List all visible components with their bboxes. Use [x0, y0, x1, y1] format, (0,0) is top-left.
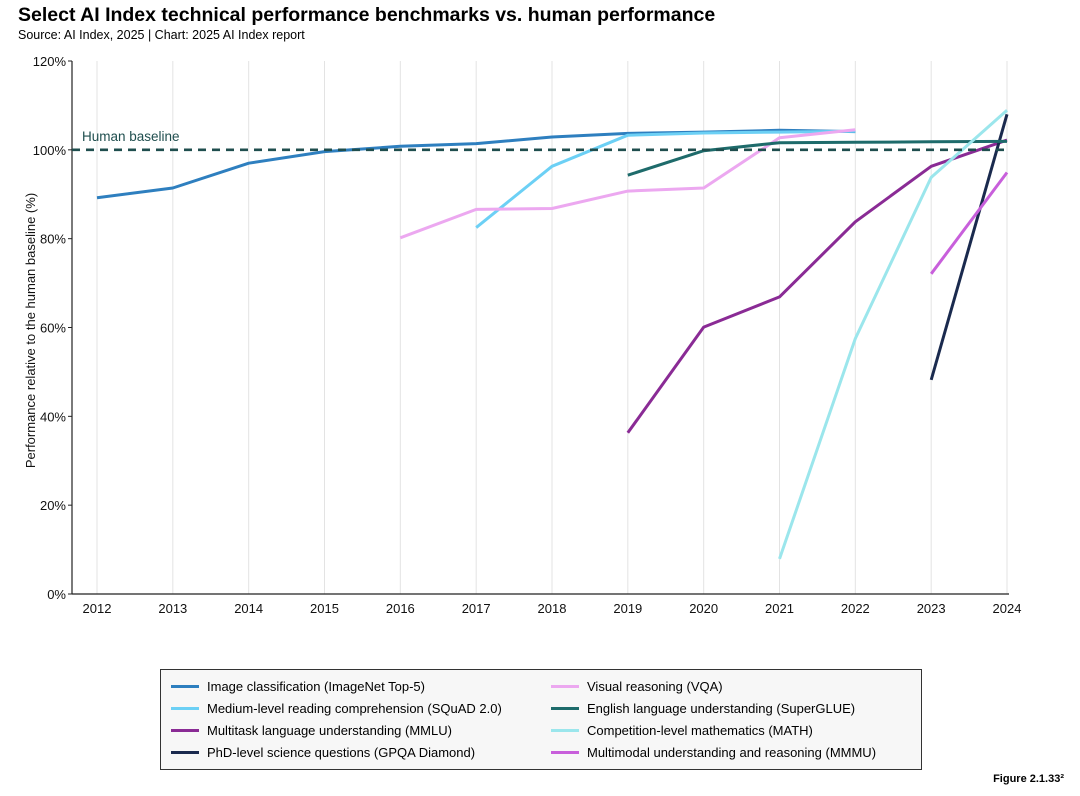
x-tick-label: 2015 [310, 601, 339, 616]
x-tick-label: 2022 [841, 601, 870, 616]
y-tick-label: 100% [33, 143, 67, 158]
series-line [627, 139, 1008, 177]
legend-swatch [551, 707, 579, 710]
series-line [475, 129, 856, 229]
x-tick-label: 2013 [158, 601, 187, 616]
x-tick-label: 2018 [538, 601, 567, 616]
y-tick-label: 40% [40, 409, 66, 424]
y-tick-label: 80% [40, 232, 66, 247]
line-chart: 0% 20% 40% 60% 80% 100% 120% 2012 2013 2014 2015 20… [23, 54, 1022, 616]
legend-swatch [551, 685, 579, 688]
legend-swatch [171, 729, 199, 732]
x-tick-label: 2017 [462, 601, 491, 616]
legend-swatch [171, 685, 199, 688]
legend-label: Multimodal understanding and reasoning (… [587, 745, 877, 760]
legend-item: Image classification (ImageNet Top-5) [171, 679, 425, 694]
series-line [778, 109, 1008, 560]
legend-item: PhD-level science questions (GPQA Diamon… [171, 745, 475, 760]
legend-item: Competition-level mathematics (MATH) [551, 723, 813, 738]
y-tick-label: 120% [33, 54, 67, 69]
y-tick-label: 60% [40, 321, 66, 336]
x-tick-label: 2020 [689, 601, 718, 616]
series-line [399, 128, 856, 240]
series-line [929, 171, 1009, 275]
legend-item: Multitask language understanding (MMLU) [171, 723, 452, 738]
legend-label: Medium-level reading comprehension (SQuA… [207, 701, 502, 716]
legend-swatch [171, 751, 199, 754]
legend-label: PhD-level science questions (GPQA Diamon… [207, 745, 476, 760]
legend-label: Competition-level mathematics (MATH) [587, 723, 813, 738]
legend-label: English language understanding (SuperGLU… [587, 701, 856, 716]
legend-swatch [171, 707, 199, 710]
legend-label: Image classification (ImageNet Top-5) [207, 679, 425, 694]
x-tick-label: 2021 [765, 601, 794, 616]
x-tick-label: 2016 [386, 601, 415, 616]
y-tick-label: 0% [47, 587, 66, 602]
legend-item: Visual reasoning (VQA) [551, 679, 723, 694]
legend-swatch [551, 751, 579, 754]
human-baseline-label: Human baseline [82, 129, 180, 144]
series-line [626, 138, 1008, 434]
x-tick-label: 2019 [613, 601, 642, 616]
legend-item: Medium-level reading comprehension (SQuA… [171, 701, 502, 716]
chart-subtitle: Source: AI Index, 2025 | Chart: 2025 AI … [18, 28, 305, 42]
series-line [929, 113, 1009, 381]
legend-label: Multitask language understanding (MMLU) [207, 723, 452, 738]
x-tick-label: 2024 [993, 601, 1022, 616]
y-tick-label: 20% [40, 498, 66, 513]
legend-item: Multimodal understanding and reasoning (… [551, 745, 876, 760]
legend-item: English language understanding (SuperGLU… [551, 701, 855, 716]
y-axis-label: Performance relative to the human baseli… [23, 193, 38, 468]
figure-label: Figure 2.1.33² [993, 773, 1064, 785]
chart-title: Select AI Index technical performance be… [18, 4, 716, 26]
chart-legend: Image classification (ImageNet Top-5) Med… [160, 669, 922, 770]
legend-swatch [551, 729, 579, 732]
x-tick-label: 2014 [234, 601, 263, 616]
x-tick-label: 2023 [917, 601, 946, 616]
legend-label: Visual reasoning (VQA) [587, 679, 723, 694]
x-tick-label: 2012 [83, 601, 112, 616]
